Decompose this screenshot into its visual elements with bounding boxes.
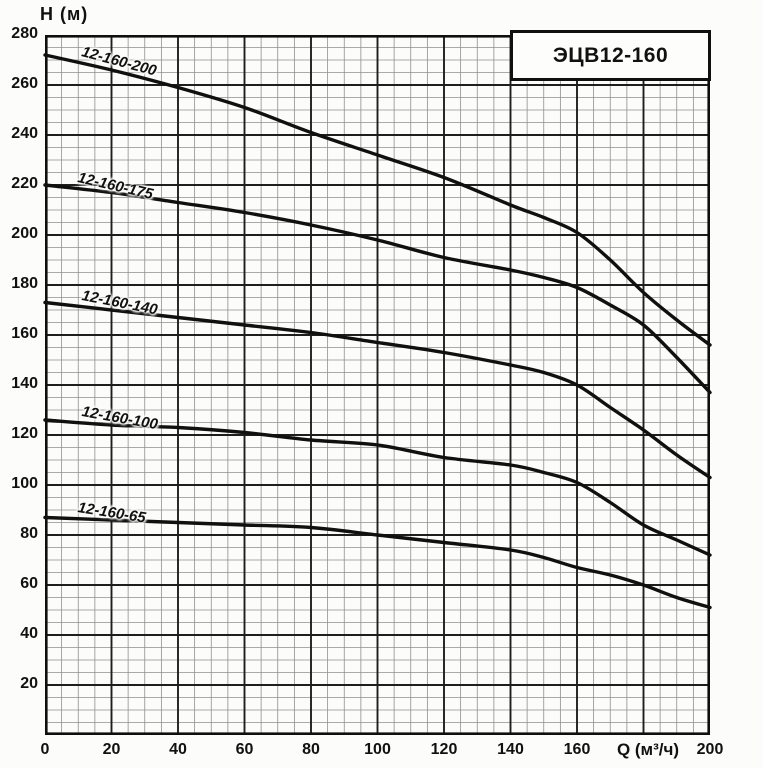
y-tick-label: 220	[11, 175, 38, 192]
y-tick-label: 240	[11, 125, 38, 142]
curve-12-160-100	[43, 418, 712, 557]
y-tick-label: 100	[11, 475, 38, 492]
x-tick-label: 120	[430, 741, 458, 758]
curve-12-160-65	[43, 515, 712, 610]
y-tick-label: 260	[11, 75, 38, 92]
x-tick-label: 100	[364, 741, 391, 758]
x-tick-label: 140	[497, 741, 524, 758]
curve-12-160-200	[43, 53, 712, 347]
plot-border	[44, 34, 711, 736]
curve-12-160-140	[43, 300, 712, 480]
x-axis-title: Q (м³/ч)	[616, 740, 680, 759]
plot-area: 12-160-200 12-160-175 12-160-140 12-160-100…	[43, 34, 712, 736]
chart-title: ЭЦВ12-160	[552, 43, 669, 67]
x-tick-label: 60	[235, 741, 254, 758]
y-tick-label: 200	[11, 225, 38, 242]
y-tick-label: 140	[11, 375, 38, 392]
y-tick-label: 40	[20, 625, 38, 642]
x-tick-label: 80	[302, 741, 320, 758]
y-tick-label: 160	[11, 325, 38, 342]
curve-12-160-175	[43, 183, 712, 395]
y-tick-label: 120	[11, 425, 38, 442]
x-tick-label: 200	[696, 741, 724, 758]
y-tick-label: 180	[11, 275, 38, 292]
x-tick-label: 40	[169, 741, 187, 758]
y-tick-label: 280	[11, 25, 38, 42]
x-tick-label: 160	[563, 741, 591, 758]
y-tick-label: 20	[20, 675, 38, 692]
x-tick-label: 20	[102, 741, 121, 758]
chart-title-box: ЭЦВ12-160	[510, 30, 711, 81]
grid-and-curves-canvas	[43, 34, 712, 736]
y-axis-title: H (м)	[40, 4, 89, 24]
y-tick-label: 60	[20, 575, 38, 592]
y-tick-label: 80	[20, 525, 38, 542]
x-tick-label: 0	[40, 741, 50, 758]
